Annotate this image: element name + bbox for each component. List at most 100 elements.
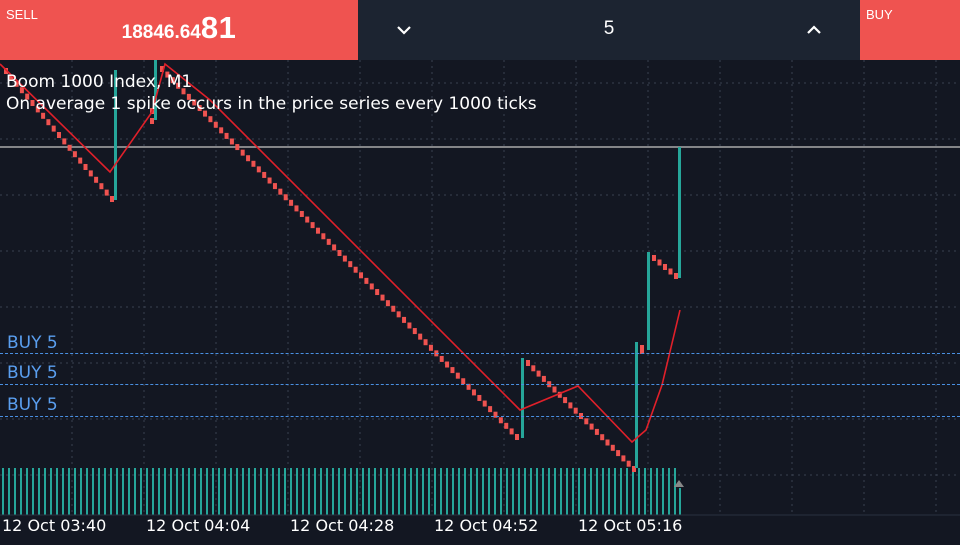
volume-bar: [116, 468, 118, 515]
bear-candle: [375, 289, 380, 296]
buy-button[interactable]: BUY: [860, 0, 960, 60]
volume-bar: [62, 468, 64, 515]
volume-bar: [446, 468, 448, 515]
bear-candle: [568, 402, 573, 409]
spike-candle: [114, 70, 117, 200]
bear-candle: [246, 155, 251, 162]
spike-candle: [647, 252, 650, 350]
bear-candle: [509, 428, 514, 435]
bear-candle: [657, 259, 662, 266]
volume-bar: [206, 468, 208, 515]
increase-lot-button[interactable]: [800, 18, 828, 42]
volume-bars: [2, 468, 681, 515]
volume-bar: [242, 468, 244, 515]
bear-candle: [299, 210, 304, 217]
volume-bar: [230, 468, 232, 515]
bear-candle: [57, 132, 61, 138]
volume-bar: [572, 468, 574, 515]
bear-candle: [353, 266, 358, 273]
order-label: BUY 5: [7, 363, 58, 383]
volume-bar: [596, 468, 598, 515]
volume-bar: [218, 468, 220, 515]
order-line[interactable]: [0, 353, 960, 354]
chart-description: On average 1 spike occurs in the price s…: [6, 94, 537, 114]
volume-bar: [434, 468, 436, 515]
order-line[interactable]: [0, 384, 960, 385]
volume-bar: [488, 468, 490, 515]
volume-bar: [476, 468, 478, 515]
bear-candle: [418, 333, 423, 340]
bear-candle: [531, 365, 536, 372]
volume-bar: [422, 468, 424, 515]
sell-button[interactable]: SELL 18846.6481: [0, 0, 358, 60]
volume-bar: [20, 468, 22, 515]
volume-bar: [524, 468, 526, 515]
bear-candle: [396, 311, 401, 318]
volume-bar: [170, 468, 172, 515]
volume-bar: [578, 468, 580, 515]
bear-candle: [332, 244, 337, 251]
lot-value[interactable]: 5: [603, 18, 615, 39]
volume-bar: [500, 468, 502, 515]
price-chart[interactable]: [0, 60, 960, 540]
volume-bar: [152, 468, 154, 515]
volume-bar: [536, 468, 538, 515]
bear-candle: [674, 273, 678, 279]
bear-candle: [594, 428, 599, 435]
volume-bar: [428, 468, 430, 515]
lot-stepper: 5: [358, 0, 860, 60]
volume-bar: [38, 468, 40, 515]
volume-bar: [662, 468, 664, 515]
time-label: 12 Oct 04:04: [146, 516, 251, 535]
bear-candle: [219, 127, 224, 134]
volume-bar: [602, 468, 604, 515]
volume-bar: [584, 468, 586, 515]
volume-bar: [284, 468, 286, 515]
volume-bar: [200, 468, 202, 515]
bear-candle: [305, 216, 310, 223]
bear-candle: [160, 66, 164, 72]
volume-bar: [416, 468, 418, 515]
volume-bar: [272, 468, 274, 515]
bear-candle: [589, 423, 594, 430]
bear-candle: [51, 125, 56, 132]
bear-candle: [584, 418, 589, 425]
chart-grid: [0, 60, 960, 515]
volume-bar: [224, 468, 226, 515]
bear-candle: [563, 397, 568, 404]
volume-bar: [452, 468, 454, 515]
order-line[interactable]: [0, 416, 960, 417]
volume-bar: [266, 468, 268, 515]
volume-bar: [128, 468, 130, 515]
volume-bar: [302, 468, 304, 515]
bear-candle: [25, 93, 30, 100]
time-label: 12 Oct 04:52: [434, 516, 539, 535]
bear-candle: [445, 361, 450, 368]
volume-bar: [296, 468, 298, 515]
bear-candle: [35, 106, 40, 113]
bear-candle: [251, 160, 256, 167]
volume-bar: [632, 468, 634, 515]
decrease-lot-button[interactable]: [390, 18, 418, 42]
bear-candle: [72, 151, 77, 158]
volume-bar: [212, 468, 214, 515]
bear-candle: [385, 300, 390, 307]
bear-candle: [663, 264, 667, 270]
volume-bar: [554, 468, 556, 515]
volume-bar: [482, 468, 484, 515]
volume-bar: [470, 468, 472, 515]
bear-candle: [19, 87, 24, 94]
time-label: 12 Oct 03:40: [2, 516, 107, 535]
spike-candle: [154, 60, 157, 120]
bear-candle: [203, 110, 208, 117]
volume-bar: [68, 468, 70, 515]
time-label: 12 Oct 05:16: [578, 516, 683, 535]
volume-bar: [308, 468, 310, 515]
bear-candle: [477, 394, 482, 401]
chart-canvas[interactable]: [0, 60, 960, 540]
volume-bar: [44, 468, 46, 515]
bear-candle: [186, 93, 191, 100]
bear-candle: [181, 88, 186, 95]
volume-bar: [560, 468, 562, 515]
candles: [4, 60, 681, 472]
